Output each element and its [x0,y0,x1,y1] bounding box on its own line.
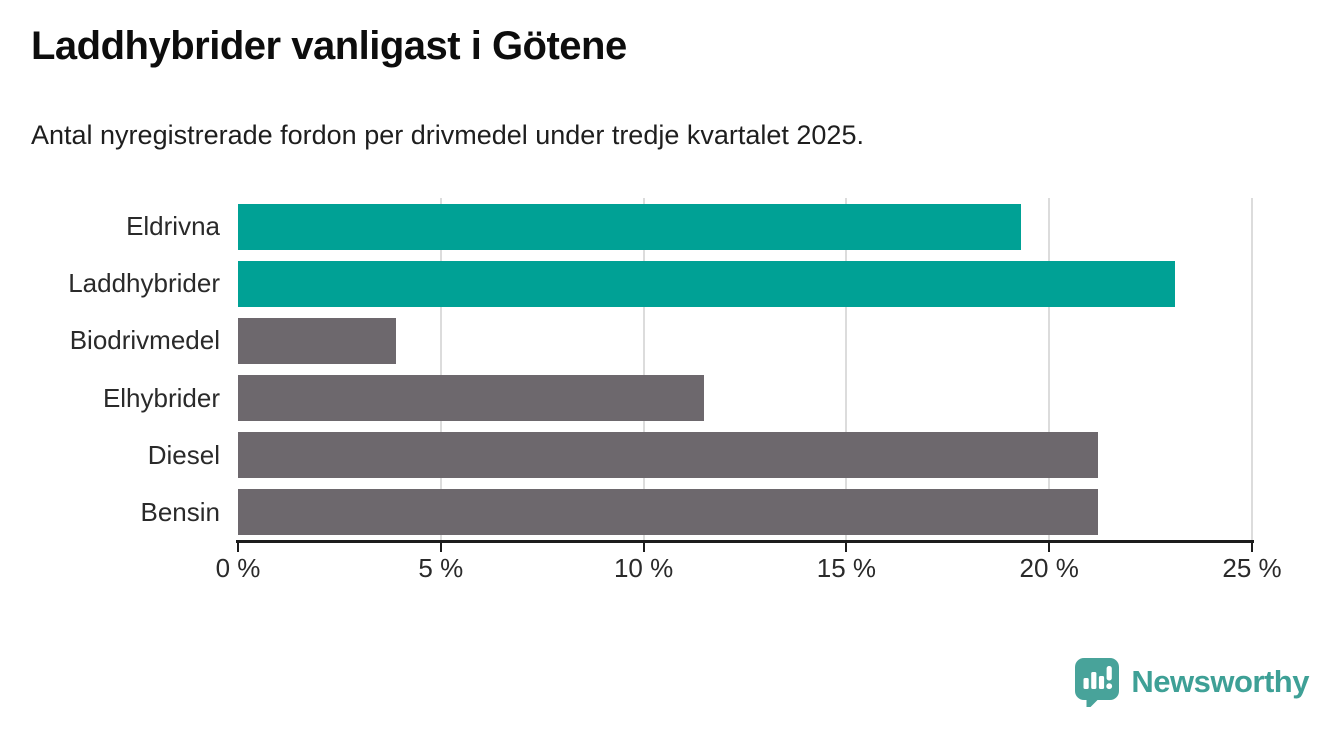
x-axis-tick-20 [1048,543,1051,552]
bar-biodrivmedel [238,317,397,364]
newsworthy-logo-icon [1074,657,1120,707]
y-axis-category-labels: Eldrivna Laddhybrider Biodrivmedel Elhyb… [0,198,220,541]
gridline-15pct [845,198,848,541]
x-axis-tick-label-15: 15 % [816,553,877,583]
bar-row-eldrivna [238,198,1252,255]
gridline-10pct [642,198,645,541]
category-label-bensin: Bensin [140,496,221,527]
category-label-diesel: Diesel [147,439,220,470]
bar-laddhybrider [238,260,1175,307]
newsworthy-branding: Newsworthy [1074,657,1309,707]
plot-area: 0 % 5 % 10 % 15 % 20 % 25 % [216,198,1282,583]
newsworthy-logo-text: Newsworthy [1131,664,1309,699]
category-label-biodrivmedel: Biodrivmedel [69,325,220,356]
x-axis-tick-0 [237,543,239,552]
bar-row-elhybrider [238,370,1252,427]
bar-row-bensin [238,484,1252,541]
category-label-elhybrider: Elhybrider [102,382,220,413]
x-axis-tick-25 [1251,543,1253,552]
category-label-laddhybrider: Laddhybrider [68,268,220,299]
x-axis-tick-5 [439,543,442,552]
x-axis-tick-label-20: 20 % [1019,553,1079,583]
gridline-25pct [1251,198,1253,541]
x-axis-line [236,540,1254,543]
chart-subtitle: Antal nyregistrerade fordon per drivmede… [31,120,864,150]
x-axis-tick-10 [642,543,645,552]
bar-row-diesel [238,427,1252,484]
bar-rows [238,198,1252,541]
bar-row-laddhybrider [238,255,1252,312]
bar-bensin [238,489,1098,536]
x-axis-tick-label-10: 10 % [613,553,674,583]
gridline-5pct [439,198,442,541]
bar-eldrivna [238,203,1021,250]
category-label-eldrivna: Eldrivna [126,211,220,242]
bar-diesel [238,432,1098,479]
x-axis-tick-15 [845,543,848,552]
x-axis-tick-label-5: 5 % [418,553,464,583]
bar-elhybrider [238,375,705,422]
x-axis-tick-label-25: 25 % [1222,553,1282,583]
gridline-20pct [1048,198,1051,541]
chart-title: Laddhybrider vanligast i Götene [31,24,627,68]
x-axis-tick-label-0: 0 % [215,553,261,583]
bar-row-biodrivmedel [238,312,1252,369]
